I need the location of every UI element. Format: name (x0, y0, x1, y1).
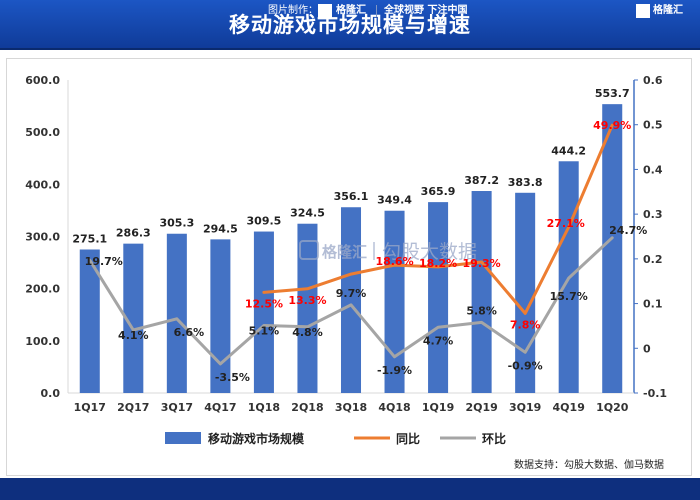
yoy-data-label: 18.2% (419, 257, 457, 270)
y-left-tick-label: 600.0 (25, 74, 60, 87)
qoq-data-label: 5.1% (249, 324, 280, 337)
bar (123, 243, 144, 393)
footer-right-brand: 格隆汇 (653, 5, 683, 16)
footer-logo-icon (318, 4, 332, 18)
qoq-data-label: 9.7% (336, 287, 367, 300)
source-note: 数据支持：勾股大数据、伽马数据 (514, 458, 664, 471)
qoq-data-label: -3.5% (215, 371, 250, 384)
legend-bar-swatch (165, 432, 201, 444)
y-left-tick-label: 100.0 (25, 335, 60, 348)
footer-slogan: 全球视野 下注中国 (384, 5, 468, 16)
bar (79, 249, 100, 393)
bar (166, 233, 187, 393)
bar-value-label: 309.5 (247, 215, 282, 228)
bar (471, 191, 492, 393)
yoy-data-label: 13.3% (288, 294, 326, 307)
bar (297, 223, 318, 393)
header-divider (0, 48, 700, 50)
header-bar (0, 0, 700, 50)
y-right-tick-label: 0 (643, 342, 651, 355)
bar-value-label: 553.7 (595, 87, 630, 100)
legend-yoy-label: 同比 (396, 431, 420, 446)
footer-bar (0, 478, 700, 500)
y-left-tick-label: 200.0 (25, 283, 60, 296)
bar (602, 104, 623, 393)
legend-qoq-label: 环比 (482, 431, 506, 446)
y-right-tick-label: 0.5 (643, 119, 663, 132)
qoq-data-label: 4.7% (423, 334, 454, 347)
bar-value-label: 349.4 (377, 194, 412, 207)
page-title: 移动游戏市场规模与增速 (229, 13, 471, 37)
x-tick-label: 1Q17 (74, 401, 106, 414)
bar-value-label: 387.2 (464, 174, 499, 187)
x-tick-label: 4Q19 (553, 401, 585, 414)
yoy-line (262, 123, 614, 315)
qoq-data-label: 19.7% (85, 255, 123, 268)
footer-brand: 格隆汇 (336, 5, 366, 16)
x-tick-label: 2Q17 (117, 401, 149, 414)
yoy-data-label: 49.9% (593, 119, 631, 132)
x-tick-label: 1Q18 (248, 401, 280, 414)
y-right-tick-label: 0.2 (643, 253, 663, 266)
qoq-data-label: 5.8% (466, 304, 497, 317)
y-left-tick-label: 500.0 (25, 126, 60, 139)
x-tick-label: 3Q18 (335, 401, 367, 414)
watermark-text: 勾股大数据 (382, 241, 477, 263)
bar-value-label: 444.2 (551, 144, 586, 157)
qoq-data-label: 4.1% (118, 329, 149, 342)
chart: 0.0 100.0 200.0 300.0 400.0 500.0 600.0 -0.1 0 0.… (25, 74, 667, 471)
qoq-data-label: 24.7% (609, 224, 647, 237)
yoy-data-label: 12.5% (245, 297, 283, 310)
y-right-tick-label: -0.1 (643, 387, 667, 400)
bar (384, 210, 405, 393)
y-left-tick-label: 300.0 (25, 231, 60, 244)
bar-value-label: 275.1 (72, 232, 107, 245)
qoq-data-label: 15.7% (550, 290, 588, 303)
y-right-tick-label: 0.1 (643, 298, 663, 311)
bar (210, 239, 231, 393)
footer-separator (376, 5, 377, 17)
footer-made-by: 图片制作： (268, 5, 318, 16)
x-tick-label: 3Q17 (161, 401, 193, 414)
qoq-data-label: 6.6% (174, 326, 205, 339)
bar-value-label: 294.5 (203, 222, 238, 235)
x-tick-label: 4Q17 (204, 401, 236, 414)
bar-value-label: 356.1 (334, 190, 369, 203)
qoq-data-label: 4.8% (292, 326, 323, 339)
yoy-data-label: 27.1% (547, 217, 585, 230)
qoq-data-label: -0.9% (508, 359, 543, 372)
bar-value-label: 383.8 (508, 176, 543, 189)
x-tick-label: 2Q19 (465, 401, 497, 414)
bar (428, 202, 449, 393)
watermark-brand: 格隆汇 (322, 243, 367, 261)
x-tick-label: 2Q18 (291, 401, 323, 414)
bar-value-label: 286.3 (116, 227, 151, 240)
x-tick-label: 3Q19 (509, 401, 541, 414)
y-right-tick-label: 0.6 (643, 74, 663, 87)
y-right-tick-label: 0.4 (643, 163, 663, 176)
bar (253, 231, 274, 393)
bar (340, 207, 362, 393)
bar-value-label: 365.9 (421, 185, 456, 198)
x-tick-label: 1Q19 (422, 401, 454, 414)
yoy-data-label: 18.6% (375, 255, 413, 268)
qoq-line (88, 236, 614, 366)
yoy-data-label: 19.3% (463, 257, 501, 270)
legend-bar-label: 移动游戏市场规模 (208, 431, 305, 446)
x-tick-label: 1Q20 (596, 401, 629, 414)
y-left-tick-label: 0.0 (41, 387, 61, 400)
qoq-data-label: -1.9% (377, 364, 412, 377)
x-tick-label: 4Q18 (378, 401, 410, 414)
y-right-tick-label: 0.3 (643, 208, 663, 221)
y-left-tick-label: 400.0 (25, 178, 60, 191)
bar-value-label: 305.3 (159, 217, 194, 230)
footer-right-logo-icon (636, 4, 650, 18)
bar-value-label: 324.5 (290, 207, 325, 220)
yoy-data-label: 7.8% (510, 318, 541, 331)
watermark-logo-icon (299, 240, 319, 260)
chart-frame (6, 58, 692, 476)
